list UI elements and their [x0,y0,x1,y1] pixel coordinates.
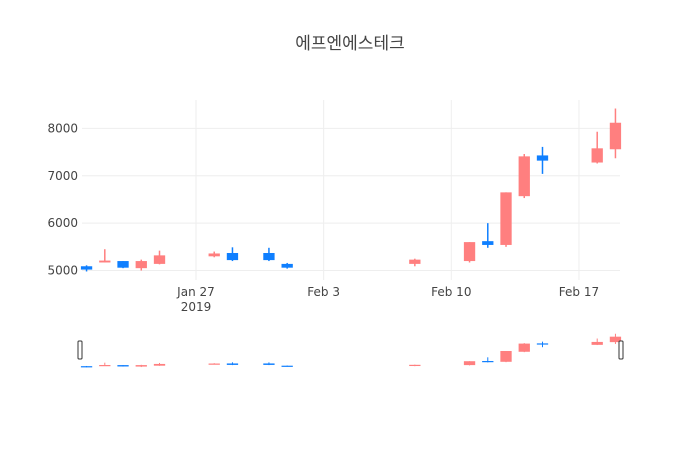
candle-body [518,156,530,197]
candle-body [99,260,111,263]
mini-candle [99,362,111,367]
mini-candle-body [263,363,275,365]
candle-body [226,253,239,261]
candle-increasing [409,258,421,267]
mini-candle-body [536,343,549,345]
candle-body [500,192,512,245]
candle-body [208,253,220,257]
candle-increasing [500,192,512,247]
mini-candle-body [135,365,147,367]
y-tick-label: 5000 [47,264,78,278]
x-tick-label: Feb 17 [559,285,599,299]
candle-body [482,241,494,245]
candle-body [463,242,476,262]
candle-increasing [591,131,603,164]
x-tick-label: Feb 3 [307,285,340,299]
x-tick-label: Jan 27 [176,285,215,299]
candle-increasing [135,259,147,271]
candle-increasing [463,242,476,263]
mini-candle [117,365,129,367]
candle-increasing [208,251,220,258]
range-slider-background[interactable] [82,340,622,370]
range-slider-candles [80,333,622,368]
candle-body [80,266,93,270]
mini-candle [409,364,421,367]
mini-candle-body [99,365,111,367]
mini-candle-body [609,336,622,343]
x-tick-label: Feb 10 [431,285,471,299]
mini-candle-body [591,341,603,345]
candle-decreasing [536,146,549,174]
mini-candle [536,341,549,348]
y-tick-label: 8000 [47,121,78,135]
mini-candle [609,333,622,344]
candle-body [263,253,275,261]
mini-candle-body [117,365,129,367]
candle-decreasing [482,223,494,248]
candle-decreasing [263,247,275,262]
candle-body [591,148,603,163]
mini-candle [153,362,166,366]
candle-body [135,261,147,269]
y-tick-label: 6000 [47,216,78,230]
y-tick-label: 7000 [47,169,78,183]
mini-candle [518,343,530,353]
mini-candle [135,364,147,368]
candle-decreasing [226,247,239,262]
mini-candle [263,362,275,366]
candle-decreasing [117,261,129,269]
candle-body [536,155,549,161]
gridlines [82,100,620,280]
mini-candle [226,362,239,366]
candle-body [153,255,166,264]
mini-candle [463,361,476,366]
mini-candle [80,365,93,368]
candle-body [281,263,293,268]
mini-candle-body [80,366,93,368]
chart-title: 에프엔에스테크 [295,34,404,54]
mini-candle-body [226,363,239,365]
mini-candle [500,350,512,363]
mini-candle-body [281,365,293,367]
range-slider[interactable] [77,333,624,370]
mini-candle [281,365,293,367]
mini-candle-body [518,343,530,352]
x-tick-year-label: 2019 [181,300,212,314]
candle-increasing [609,108,622,159]
mini-candle [482,357,494,363]
candle-body [409,259,421,264]
candle-body [609,122,622,150]
mini-candle-body [409,364,421,367]
candle-decreasing [281,262,293,269]
candles [80,108,622,272]
range-slider-right-handle[interactable] [618,340,624,360]
candle-body [117,261,129,268]
candle-increasing [153,250,166,265]
mini-candle-body [463,361,476,366]
candle-increasing [518,154,530,199]
range-slider-left-handle[interactable] [77,340,83,360]
mini-candle-body [208,363,220,365]
mini-candle-body [500,350,512,362]
y-axis: 5000 6000 7000 8000 [47,121,78,277]
candle-decreasing [80,265,93,272]
mini-candle-body [153,363,166,366]
mini-candle [591,338,603,346]
mini-candle-body [482,361,494,363]
mini-candle [208,363,220,365]
candle-increasing [99,249,111,263]
